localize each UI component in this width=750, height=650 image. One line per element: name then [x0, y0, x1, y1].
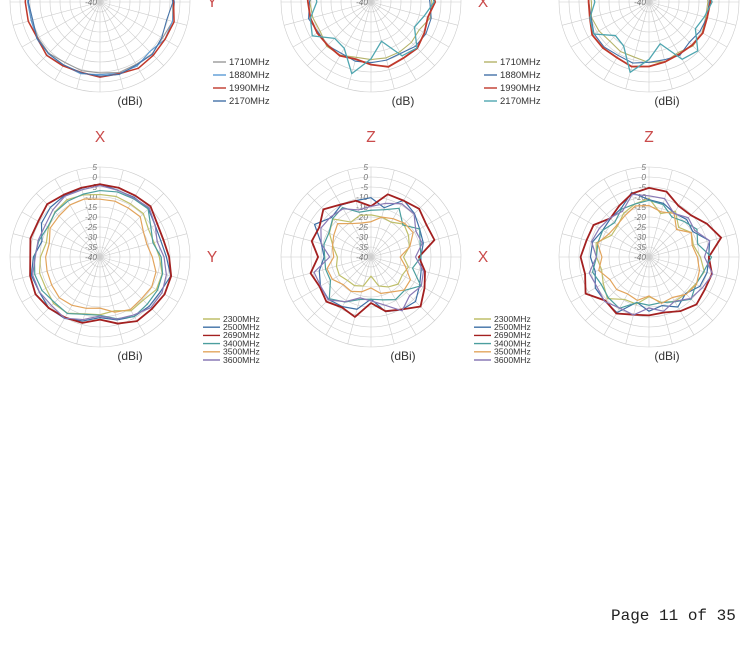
svg-text:Y: Y [207, 249, 217, 266]
svg-text:-5: -5 [361, 182, 369, 192]
svg-text:1990MHz: 1990MHz [500, 83, 541, 94]
svg-text:(dBi): (dBi) [117, 349, 142, 363]
svg-text:-25: -25 [634, 222, 646, 232]
svg-text:X: X [478, 249, 489, 266]
svg-text:1710MHz: 1710MHz [500, 57, 541, 68]
svg-text:5: 5 [641, 162, 646, 172]
svg-text:-40: -40 [356, 252, 368, 262]
svg-text:-35: -35 [356, 242, 368, 252]
svg-text:-15: -15 [85, 202, 97, 212]
svg-text:(dB): (dB) [392, 94, 415, 108]
svg-text:5: 5 [92, 162, 97, 172]
svg-text:Z: Z [644, 129, 653, 146]
svg-text:0: 0 [363, 172, 368, 182]
svg-text:3600MHz: 3600MHz [223, 355, 260, 365]
svg-text:1710MHz: 1710MHz [229, 57, 270, 68]
svg-text:-40: -40 [634, 0, 646, 7]
svg-text:1880MHz: 1880MHz [229, 70, 270, 81]
svg-text:-35: -35 [85, 242, 97, 252]
svg-text:-30: -30 [85, 232, 97, 242]
svg-text:-40: -40 [85, 0, 97, 7]
svg-text:X: X [478, 0, 489, 11]
svg-text:-30: -30 [356, 232, 368, 242]
svg-text:3600MHz: 3600MHz [494, 355, 531, 365]
svg-text:-35: -35 [634, 242, 646, 252]
svg-text:-40: -40 [85, 252, 97, 262]
svg-text:0: 0 [92, 172, 97, 182]
svg-text:-40: -40 [634, 252, 646, 262]
svg-text:-30: -30 [634, 232, 646, 242]
svg-text:X: X [95, 129, 106, 146]
svg-text:-20: -20 [85, 212, 97, 222]
svg-text:(dBi): (dBi) [654, 94, 679, 108]
svg-text:0: 0 [641, 172, 646, 182]
svg-text:(dBi): (dBi) [654, 349, 679, 363]
svg-text:(dBi): (dBi) [117, 94, 142, 108]
svg-text:Z: Z [366, 129, 375, 146]
svg-text:-20: -20 [634, 212, 646, 222]
svg-text:1880MHz: 1880MHz [500, 70, 541, 81]
svg-text:Y: Y [207, 0, 217, 11]
svg-text:5: 5 [363, 162, 368, 172]
svg-text:-25: -25 [85, 222, 97, 232]
svg-text:(dBi): (dBi) [390, 349, 415, 363]
svg-text:2170MHz: 2170MHz [229, 96, 270, 107]
svg-text:1990MHz: 1990MHz [229, 83, 270, 94]
svg-text:2170MHz: 2170MHz [500, 96, 541, 107]
svg-text:-40: -40 [356, 0, 368, 7]
